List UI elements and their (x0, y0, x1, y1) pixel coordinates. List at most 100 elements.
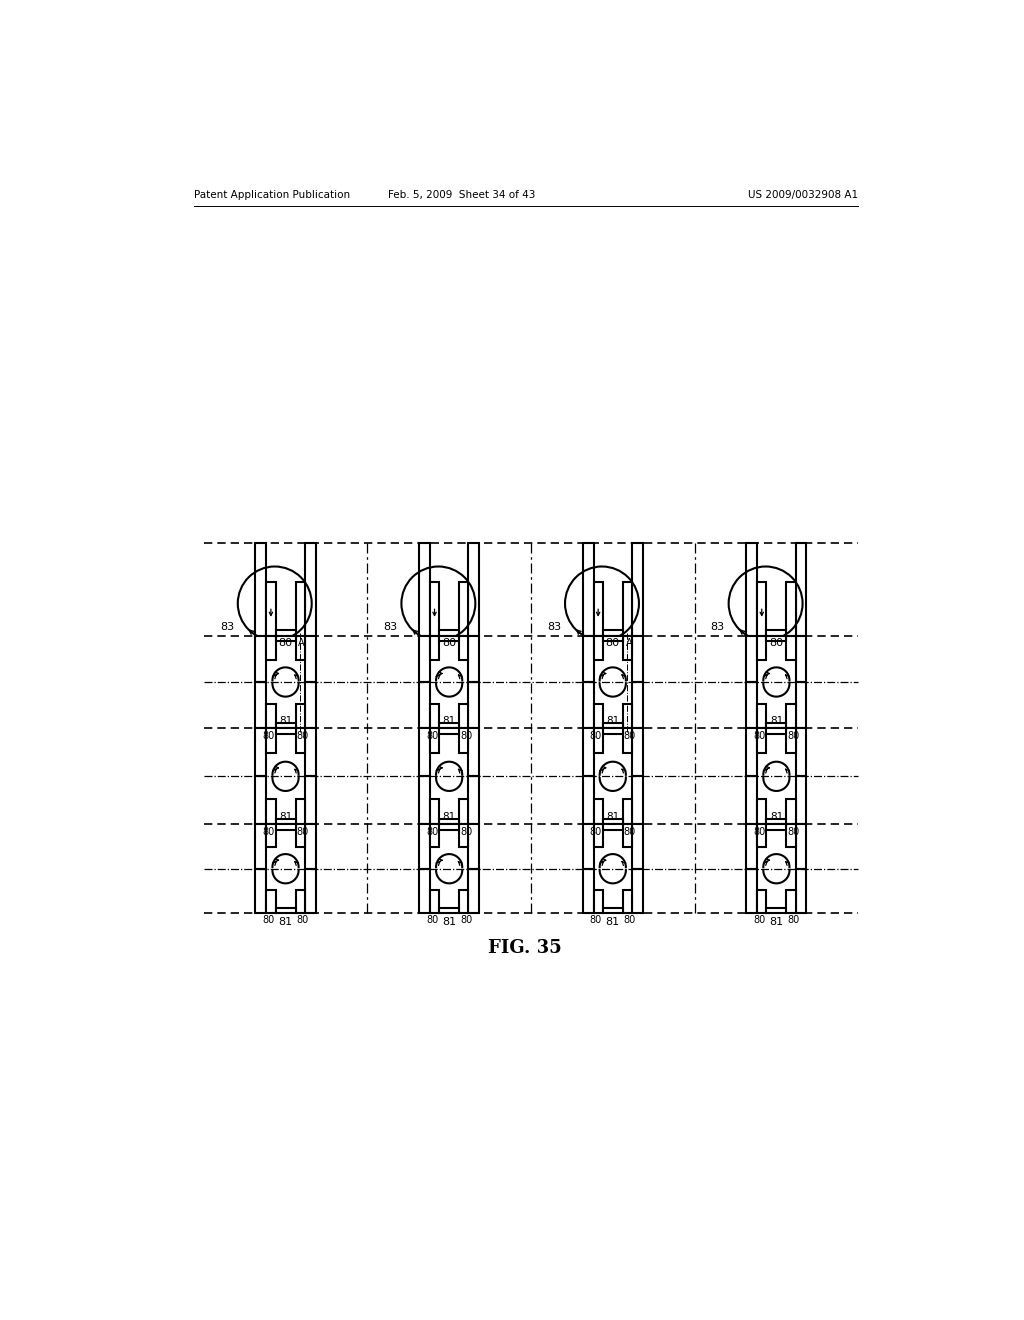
Bar (430, 729, 439, 754)
Bar (766, 729, 786, 734)
Text: 80: 80 (754, 730, 766, 741)
Bar (266, 890, 275, 913)
Bar (594, 582, 603, 636)
Bar (632, 544, 643, 636)
Bar (594, 729, 603, 754)
Bar (256, 544, 266, 636)
Bar (632, 682, 643, 729)
Bar (786, 729, 796, 754)
Bar (594, 825, 603, 847)
Bar (603, 825, 623, 830)
Bar (757, 800, 766, 825)
Bar (256, 729, 266, 776)
Bar (419, 682, 430, 729)
Text: 81: 81 (770, 715, 783, 726)
Bar (786, 890, 796, 913)
Bar (439, 908, 459, 913)
Text: 83: 83 (547, 622, 561, 632)
Bar (786, 800, 796, 825)
Text: 80: 80 (590, 730, 602, 741)
Bar (275, 818, 296, 825)
Bar (430, 825, 439, 847)
Text: 81: 81 (606, 715, 620, 726)
Bar (766, 818, 786, 825)
Bar (766, 723, 786, 729)
Bar (583, 729, 594, 776)
Text: 83: 83 (220, 622, 233, 632)
Bar (459, 729, 468, 754)
Text: 81: 81 (606, 917, 620, 927)
Bar (305, 636, 315, 682)
Bar (459, 704, 468, 729)
Text: 81: 81 (442, 715, 456, 726)
Text: 80: 80 (460, 915, 472, 925)
Text: 80: 80 (590, 915, 602, 925)
Bar (459, 582, 468, 636)
Bar (266, 825, 275, 847)
Text: 80: 80 (624, 826, 636, 837)
Bar (419, 825, 430, 869)
Bar (746, 869, 757, 913)
Bar (266, 729, 275, 754)
Text: 80: 80 (460, 826, 472, 837)
Text: Feb. 5, 2009  Sheet 34 of 43: Feb. 5, 2009 Sheet 34 of 43 (388, 190, 536, 201)
Bar (603, 723, 623, 729)
Bar (766, 825, 786, 830)
Bar (459, 890, 468, 913)
Bar (468, 869, 479, 913)
Bar (623, 890, 632, 913)
Bar (275, 908, 296, 913)
Text: FIG. 35: FIG. 35 (487, 939, 562, 957)
Bar (796, 544, 807, 636)
Bar (623, 800, 632, 825)
Bar (266, 582, 275, 636)
Bar (786, 825, 796, 847)
Text: 80: 80 (460, 730, 472, 741)
Bar (632, 776, 643, 825)
Bar (275, 825, 296, 830)
Bar (623, 636, 632, 660)
Bar (766, 631, 786, 636)
Bar (296, 636, 305, 660)
Bar (766, 908, 786, 913)
Text: 81: 81 (606, 812, 620, 822)
Bar (439, 636, 459, 642)
Text: 80: 80 (787, 730, 800, 741)
Bar (305, 869, 315, 913)
Text: Patent Application Publication: Patent Application Publication (194, 190, 350, 201)
Text: 80: 80 (606, 638, 620, 648)
Text: 80: 80 (769, 638, 783, 648)
Bar (296, 800, 305, 825)
Bar (430, 890, 439, 913)
Bar (468, 729, 479, 776)
Bar (439, 723, 459, 729)
Text: A: A (626, 638, 632, 648)
Bar (459, 636, 468, 660)
Bar (468, 544, 479, 636)
Bar (632, 825, 643, 869)
Bar (632, 636, 643, 682)
Bar (468, 776, 479, 825)
Bar (746, 825, 757, 869)
Bar (296, 890, 305, 913)
Bar (296, 825, 305, 847)
Bar (623, 825, 632, 847)
Bar (583, 636, 594, 682)
Bar (623, 704, 632, 729)
Text: 80: 80 (590, 826, 602, 837)
Bar (757, 582, 766, 636)
Bar (266, 800, 275, 825)
Bar (594, 704, 603, 729)
Text: 80: 80 (296, 730, 308, 741)
Text: 80: 80 (262, 826, 274, 837)
Text: 80: 80 (624, 730, 636, 741)
Text: 80: 80 (296, 826, 308, 837)
Text: 80: 80 (787, 915, 800, 925)
Text: 80: 80 (754, 826, 766, 837)
Text: 81: 81 (442, 917, 457, 927)
Bar (419, 729, 430, 776)
Bar (603, 631, 623, 636)
Bar (796, 776, 807, 825)
Text: 80: 80 (624, 915, 636, 925)
Bar (275, 729, 296, 734)
